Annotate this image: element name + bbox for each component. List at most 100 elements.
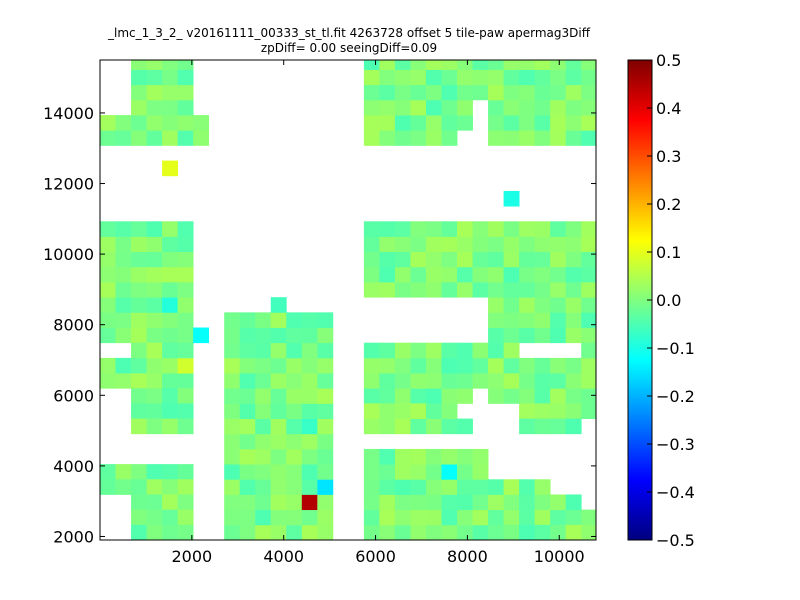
heatmap-cell: [379, 342, 396, 359]
heatmap-cell: [534, 524, 551, 541]
heatmap-cell: [301, 433, 318, 450]
heatmap-cell: [581, 99, 597, 116]
heatmap-cell: [488, 115, 504, 131]
heatmap-cell: [115, 312, 132, 328]
heatmap-cell: [472, 69, 489, 86]
heatmap-cell: [224, 327, 241, 344]
heatmap-cell: [534, 69, 551, 86]
heatmap-cell: [410, 418, 427, 435]
heatmap-cell: [441, 448, 458, 465]
heatmap-cell: [441, 509, 458, 526]
y-tick-label: 2000: [53, 527, 94, 546]
heatmap-cell: [100, 373, 116, 389]
heatmap-cell: [425, 115, 442, 131]
heatmap-cell: [379, 221, 396, 237]
heatmap-cell: [394, 494, 411, 511]
heatmap-cell: [255, 357, 272, 374]
heatmap-cell: [162, 282, 179, 298]
heatmap-cell: [162, 251, 179, 268]
heatmap-cell: [550, 221, 567, 237]
heatmap-cell: [534, 60, 551, 70]
heatmap-cell: [425, 130, 442, 146]
heatmap-cell: [239, 479, 256, 495]
heatmap-cell: [224, 448, 241, 465]
heatmap-cell: [162, 84, 179, 101]
heatmap-cell: [503, 266, 520, 283]
heatmap-cell: [534, 357, 551, 374]
heatmap-cell: [425, 479, 442, 495]
heatmap-cell: [379, 448, 396, 465]
heatmap-cell: [131, 418, 147, 435]
heatmap-cell: [317, 448, 334, 465]
heatmap-cell: [565, 357, 582, 374]
heatmap-cell: [363, 115, 380, 131]
heatmap-cell: [162, 60, 179, 70]
heatmap-cell: [565, 115, 582, 131]
heatmap-cell: [394, 69, 411, 86]
heatmap-cell: [162, 373, 179, 389]
heatmap-cell: [519, 130, 536, 146]
heatmap-cell: [410, 236, 427, 253]
heatmap-cell: [146, 524, 163, 541]
heatmap-cell: [534, 99, 551, 116]
heatmap-cell: [286, 342, 303, 359]
heatmap-cell: [534, 251, 551, 268]
heatmap-cell: [441, 60, 458, 70]
heatmap-cell: [394, 418, 411, 435]
heatmap-cell: [457, 342, 473, 359]
heatmap-cell: [255, 524, 272, 541]
heatmap-cell: [239, 373, 256, 389]
heatmap-cell: [410, 448, 427, 465]
heatmap-cell: [115, 251, 132, 268]
heatmap-cell: [146, 373, 163, 389]
heatmap-cell: [472, 494, 489, 511]
heatmap-cell: [394, 388, 411, 404]
heatmap-cell: [177, 251, 194, 268]
heatmap-cell: [457, 84, 473, 101]
heatmap-cell: [565, 418, 582, 435]
heatmap-cell: [177, 524, 194, 541]
heatmap-cell: [565, 297, 582, 313]
heatmap-cell: [519, 69, 536, 86]
heatmap-cell: [379, 464, 396, 480]
heatmap-cell: [410, 251, 427, 268]
heatmap-cell: [534, 297, 551, 313]
heatmap-cell: [100, 115, 116, 131]
heatmap-cell: [286, 373, 303, 389]
heatmap-cell: [239, 403, 256, 419]
heatmap-cell: [255, 509, 272, 526]
heatmap-cell: [581, 236, 597, 253]
heatmap-cell: [379, 236, 396, 253]
heatmap-cell: [317, 464, 334, 480]
heatmap-cell: [162, 327, 179, 344]
heatmap-cell: [457, 418, 473, 435]
heatmap-cell: [255, 373, 272, 389]
heatmap-cell: [457, 509, 473, 526]
heatmap-cell: [177, 464, 194, 480]
heatmap-cell: [503, 509, 520, 526]
heatmap-cell: [550, 84, 567, 101]
heatmap-cell: [425, 388, 442, 404]
heatmap-cell: [425, 403, 442, 419]
heatmap-cell: [503, 60, 520, 70]
heatmap-cell: [193, 115, 210, 131]
heatmap-cell: [550, 373, 567, 389]
x-tick-label: 2000: [171, 547, 212, 566]
heatmap-cell: [239, 418, 256, 435]
heatmap-cell: [394, 342, 411, 359]
heatmap-cell: [550, 418, 567, 435]
heatmap-cell: [441, 373, 458, 389]
heatmap-cell: [534, 418, 551, 435]
heatmap-cell: [317, 373, 334, 389]
heatmap-cell: [224, 509, 241, 526]
heatmap-cell: [239, 464, 256, 480]
heatmap-cell: [131, 266, 147, 283]
heatmap-cell: [394, 221, 411, 237]
heatmap-cell: [425, 342, 442, 359]
heatmap-cell: [363, 357, 380, 374]
heatmap-cell: [270, 327, 287, 344]
heatmap-cell: [457, 479, 473, 495]
heatmap-cell: [115, 357, 132, 374]
heatmap-cell: [410, 494, 427, 511]
heatmap-cell: [286, 327, 303, 344]
